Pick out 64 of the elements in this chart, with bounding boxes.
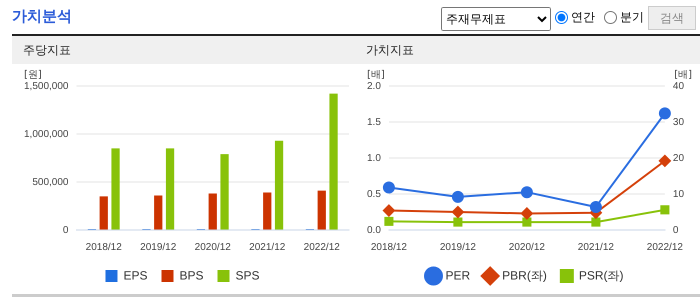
x-tick-label: 2018/12 <box>86 242 122 253</box>
text: 분기 <box>619 9 644 26</box>
y-tick-label: 0.5 <box>366 188 382 200</box>
x-tick-label: 2018/12 <box>370 242 408 253</box>
legend-label: EPS <box>123 268 148 282</box>
y2-tick-label: 40 <box>672 80 684 92</box>
bar <box>100 196 108 230</box>
bar <box>166 148 174 230</box>
point <box>520 186 533 198</box>
y2-tick-label: 10 <box>672 188 684 200</box>
bar <box>154 195 162 230</box>
text: 검색 <box>648 6 696 30</box>
x-tick-label: 2019/12 <box>440 242 476 253</box>
point <box>660 205 670 214</box>
point <box>453 218 462 227</box>
point <box>591 218 600 227</box>
point <box>452 190 464 203</box>
bar <box>220 154 229 230</box>
chart-title: 가치지표 <box>355 34 700 64</box>
point <box>520 207 533 220</box>
y2-tick-label: 0 <box>672 224 679 236</box>
text: 가치분석 <box>12 7 72 26</box>
bar <box>274 140 284 230</box>
y-axis-title: [배] <box>367 70 385 81</box>
point <box>658 107 671 120</box>
x-tick-label: 2021/12 <box>578 242 614 253</box>
point <box>658 154 671 167</box>
point <box>590 200 602 213</box>
y-tick-label: 1,000,000 <box>24 128 69 140</box>
bar <box>318 190 326 230</box>
chart-title: 주당지표 <box>12 34 357 64</box>
bar <box>263 192 272 230</box>
point <box>382 204 395 217</box>
y-axis-title: [원] <box>24 70 42 81</box>
y-tick-label: 0.0 <box>366 224 382 236</box>
bar <box>111 148 120 230</box>
y-tick-label: 0 <box>62 224 69 236</box>
x-tick-label: 2019/12 <box>140 242 177 253</box>
point <box>384 216 394 226</box>
point <box>382 182 395 194</box>
x-tick-label: 2020/12 <box>194 242 232 253</box>
x-tick-label: 2022/12 <box>304 242 340 253</box>
y2-axis-title: [배] <box>674 70 692 81</box>
text: 연간 <box>570 9 595 26</box>
bar <box>208 194 217 230</box>
legend-label: PBR(좌) <box>502 268 547 282</box>
y-tick-label: 1,500,000 <box>24 80 69 92</box>
y-tick-label: 500,000 <box>32 176 69 188</box>
y-tick-label: 1.5 <box>366 116 382 128</box>
point <box>452 206 464 218</box>
y2-tick-label: 30 <box>672 116 684 128</box>
legend-label: BPS <box>179 268 204 282</box>
x-tick-label: 2020/12 <box>508 242 546 253</box>
x-tick-label: 2021/12 <box>249 242 286 253</box>
y2-tick-label: 20 <box>672 152 684 164</box>
bar <box>329 94 338 230</box>
legend-label: PSR(좌) <box>578 268 624 282</box>
legend-label: PER <box>445 268 471 282</box>
y-tick-label: 2.0 <box>366 80 382 92</box>
point <box>522 218 532 227</box>
y-tick-label: 1.0 <box>366 152 382 164</box>
x-tick-label: 2022/12 <box>646 242 684 253</box>
dropdown: 주재무제표 <box>441 7 551 31</box>
legend-label: SPS <box>236 268 260 282</box>
